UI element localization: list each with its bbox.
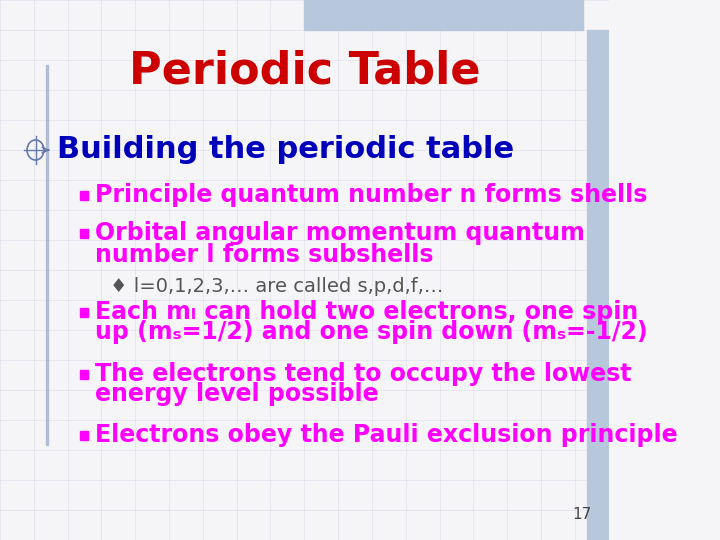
Bar xyxy=(47,65,48,445)
Bar xyxy=(81,228,88,238)
Text: number l forms subshells: number l forms subshells xyxy=(94,243,433,267)
Text: Principle quantum number n forms shells: Principle quantum number n forms shells xyxy=(94,183,647,207)
Text: Building the periodic table: Building the periodic table xyxy=(58,136,515,165)
Bar xyxy=(81,307,88,316)
Text: Each mₗ can hold two electrons, one spin: Each mₗ can hold two electrons, one spin xyxy=(94,300,638,324)
Bar xyxy=(305,0,583,30)
Text: Orbital angular momentum quantum: Orbital angular momentum quantum xyxy=(94,221,585,245)
Bar xyxy=(81,369,88,379)
Text: Electrons obey the Pauli exclusion principle: Electrons obey the Pauli exclusion princ… xyxy=(94,423,678,447)
Text: Periodic Table: Periodic Table xyxy=(129,50,480,93)
Bar xyxy=(81,191,88,199)
Text: 17: 17 xyxy=(572,507,592,522)
Text: up (mₛ=1/2) and one spin down (mₛ=-1/2): up (mₛ=1/2) and one spin down (mₛ=-1/2) xyxy=(94,320,647,344)
Text: ♦ l=0,1,2,3,… are called s,p,d,f,…: ♦ l=0,1,2,3,… are called s,p,d,f,… xyxy=(110,278,444,296)
Bar xyxy=(81,430,88,440)
Bar xyxy=(588,30,608,540)
Text: energy level possible: energy level possible xyxy=(94,382,378,406)
Text: The electrons tend to occupy the lowest: The electrons tend to occupy the lowest xyxy=(94,362,631,386)
